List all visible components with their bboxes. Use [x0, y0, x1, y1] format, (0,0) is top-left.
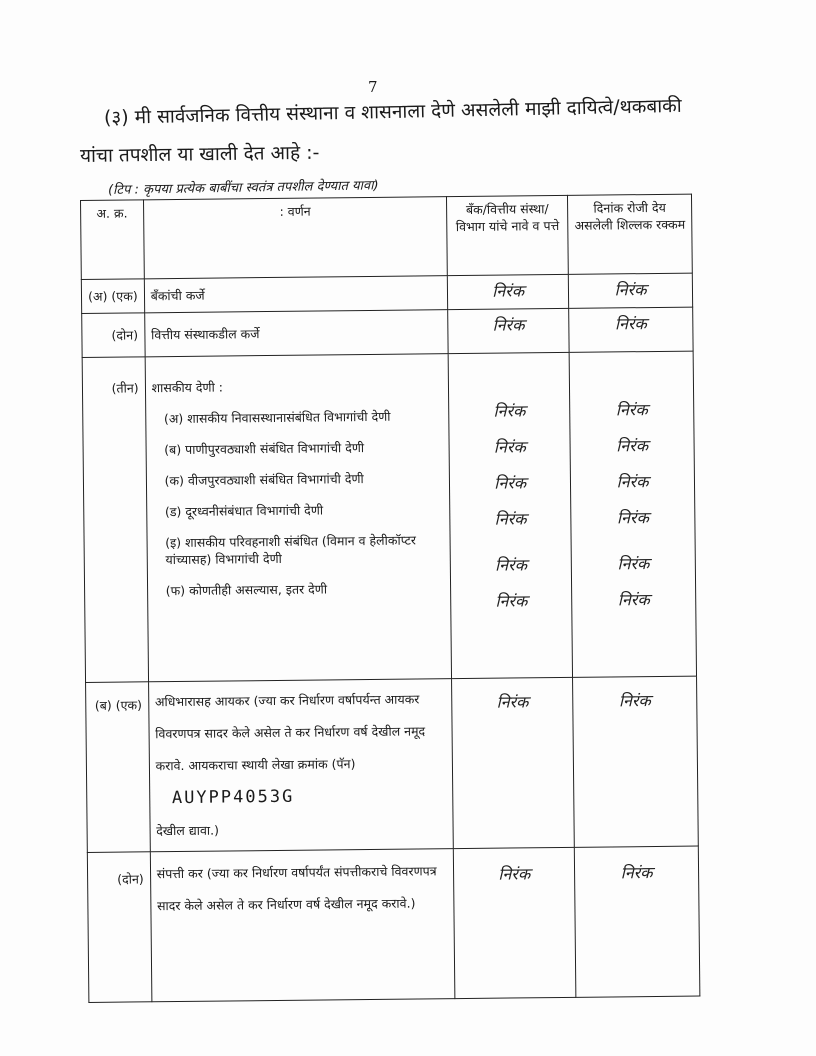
row-serial: (ब) (एक): [85, 681, 150, 853]
row-description: शासकीय देणी :: [151, 379, 224, 396]
handwritten-bank: निरंक: [492, 315, 525, 335]
handwritten-amount: निरंक: [617, 590, 650, 610]
subitem-description: (फ) कोणतीही असल्यास, इतर देणी: [165, 581, 328, 599]
handwritten-amount: निरंक: [617, 554, 650, 574]
pan-number-handwritten: AUYPP4053G: [171, 786, 295, 809]
subitem-description: (इ) शासकीय परिवहनाशी संबंधित (विमान व हे…: [165, 532, 417, 568]
handwritten-bank: निरंक: [494, 473, 527, 493]
row-description: अधिभारासह आयकर (ज्या कर निर्धारण वर्षापर…: [154, 691, 426, 774]
table-header: अ. क्र. : वर्णन बँक/वित्तीय संस्था/ विभा…: [80, 194, 693, 280]
row-serial: (दोन): [87, 851, 152, 1003]
handwritten-bank: निरंक: [493, 401, 526, 421]
page-number: 7: [368, 78, 378, 96]
handwritten-amount: निरंक: [618, 691, 651, 711]
header-description: : वर्णन: [143, 196, 448, 279]
row-serial: (दोन): [81, 312, 145, 358]
row-description: बँकांची कर्जे: [143, 275, 448, 313]
note: (टिप : कृपया प्रत्येक बाबींचा स्वतंत्र त…: [107, 178, 379, 198]
handwritten-amount: निरंक: [616, 436, 649, 456]
table-row: (ब) (एक) अधिभारासह आयकर (ज्या कर निर्धार…: [85, 676, 699, 853]
table-row: (दोन) वित्तीय संस्थाकडील कर्जे निरंक निर…: [81, 307, 694, 358]
header-bank: बँक/वित्तीय संस्था/ विभाग यांचे नावे व प…: [446, 195, 569, 276]
intro-line-2: यांचा तपशील या खाली देत आहे :-: [79, 141, 320, 167]
row-description: संपत्ती कर (ज्या कर निर्धारण वर्षापर्यंत…: [149, 848, 456, 1002]
handwritten-bank: निरंक: [494, 509, 527, 529]
table-row: (तीन) शासकीय देणी : (अ) शासकीय निवासस्था…: [82, 351, 697, 683]
table-row: (दोन) संपत्ती कर (ज्या कर निर्धारण वर्षा…: [87, 846, 700, 1003]
intro-line-1: (३) मी सार्वजनिक वित्तीय संस्थाना व शासन…: [103, 94, 682, 129]
handwritten-bank: निरंक: [495, 591, 528, 611]
header-amount: दिनांक रोजी देय असलेली शिल्लक रक्कम: [567, 194, 693, 275]
header-serial: अ. क्र.: [80, 199, 144, 280]
handwritten-amount: निरंक: [616, 508, 649, 528]
row-description-end: देखील द्यावा.): [156, 822, 220, 839]
handwritten-bank: निरंक: [496, 692, 529, 712]
handwritten-amount: निरंक: [615, 400, 648, 420]
handwritten-bank: निरंक: [494, 555, 528, 575]
handwritten-bank: निरंक: [492, 281, 525, 301]
handwritten-amount: निरंक: [616, 472, 649, 492]
handwritten-bank: निरंक: [493, 437, 526, 457]
subitem-description: (ब) पाणीपुरवठ्याशी संबंधित विभागांची देण…: [164, 440, 365, 458]
handwritten-bank: निरंक: [498, 864, 531, 884]
handwritten-amount: निरंक: [614, 280, 647, 300]
subitem-description: (ड) दूरध्वनीसंबंधात विभागांची देणी: [164, 502, 324, 520]
subitem-description: (क) वीजपुरवठ्याशी संबंधित विभागांची देणी: [164, 471, 364, 489]
subitem-description: (अ) शासकीय निवासस्थानासंबंधित विभागांची …: [163, 408, 391, 427]
row-serial: (तीन): [82, 356, 149, 683]
row-serial: (अ) (एक): [81, 278, 145, 314]
handwritten-amount: निरंक: [620, 863, 653, 883]
handwritten-amount: निरंक: [614, 314, 647, 334]
row-description: वित्तीय संस्थाकडील कर्जे: [144, 309, 449, 357]
liabilities-table: अ. क्र. : वर्णन बँक/वित्तीय संस्था/ विभा…: [80, 194, 700, 1003]
